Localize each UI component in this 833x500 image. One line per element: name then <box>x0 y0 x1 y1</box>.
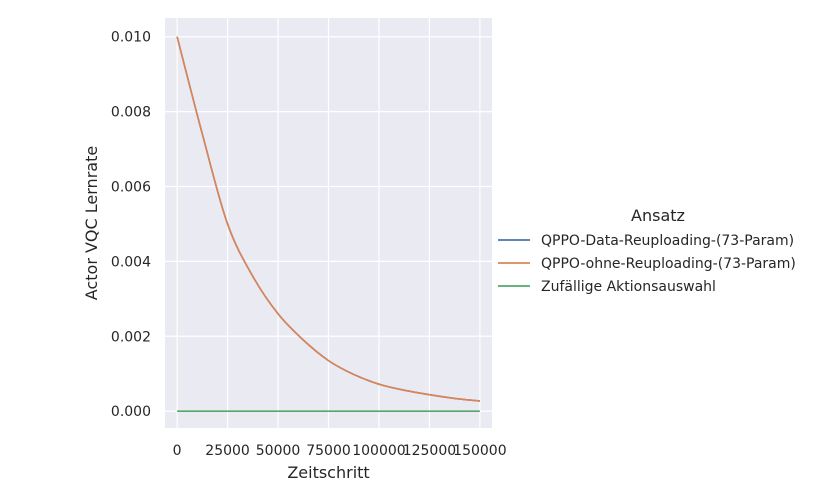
x-tick-label: 150000 <box>453 443 506 459</box>
y-tick-label: 0.004 <box>111 254 151 270</box>
legend-entry-label: Zufällige Aktionsauswahl <box>541 279 716 295</box>
legend: Ansatz QPPO-Data-Reuploading-(73-Param) Q… <box>498 206 796 295</box>
y-tick-label: 0.006 <box>111 179 151 195</box>
x-tick-label: 25000 <box>205 443 250 459</box>
y-tick-label: 0.008 <box>111 105 151 121</box>
y-tick-label: 0.000 <box>111 404 151 420</box>
y-axis-ticks: 0.000 0.002 0.004 0.006 0.008 0.010 <box>111 30 151 420</box>
x-tick-label: 125000 <box>403 443 456 459</box>
x-tick-label: 0 <box>173 443 182 459</box>
x-tick-label: 100000 <box>352 443 405 459</box>
series-layer <box>176 36 480 412</box>
x-tick-label: 50000 <box>256 443 301 459</box>
legend-entry-label: QPPO-Data-Reuploading-(73-Param) <box>541 233 794 249</box>
legend-entry-label: QPPO-ohne-Reuploading-(73-Param) <box>541 256 796 272</box>
y-tick-label: 0.010 <box>111 30 151 46</box>
legend-title: Ansatz <box>631 206 685 225</box>
y-axis-title: Actor VQC Lernrate <box>82 146 101 300</box>
x-axis-title: Zeitschritt <box>287 463 369 482</box>
series-line <box>176 36 480 402</box>
y-tick-label: 0.002 <box>111 329 151 345</box>
x-tick-label: 75000 <box>306 443 351 459</box>
